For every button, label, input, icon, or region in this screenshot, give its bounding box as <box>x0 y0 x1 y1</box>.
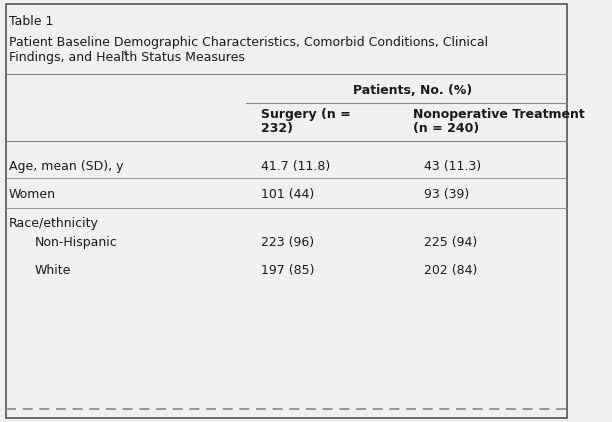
Text: 232): 232) <box>261 122 293 135</box>
Text: 101 (44): 101 (44) <box>261 188 314 201</box>
Text: Race/ethnicity: Race/ethnicity <box>9 217 99 230</box>
Text: 43 (11.3): 43 (11.3) <box>424 160 481 173</box>
Text: White: White <box>34 264 71 277</box>
Text: 93 (39): 93 (39) <box>424 188 469 201</box>
Text: Patients, No. (%): Patients, No. (%) <box>353 84 472 97</box>
Text: 223 (96): 223 (96) <box>261 236 314 249</box>
Text: (n = 240): (n = 240) <box>412 122 479 135</box>
Text: Nonoperative Treatment: Nonoperative Treatment <box>412 108 584 121</box>
Text: Patient Baseline Demographic Characteristics, Comorbid Conditions, Clinical: Patient Baseline Demographic Characteris… <box>9 36 488 49</box>
Text: 41.7 (11.8): 41.7 (11.8) <box>261 160 330 173</box>
Text: 225 (94): 225 (94) <box>424 236 477 249</box>
Text: 202 (84): 202 (84) <box>424 264 477 277</box>
Text: Table 1: Table 1 <box>9 15 53 28</box>
Text: Surgery (n =: Surgery (n = <box>261 108 351 121</box>
Text: *: * <box>123 50 128 60</box>
Text: Women: Women <box>9 188 56 201</box>
Text: 197 (85): 197 (85) <box>261 264 314 277</box>
Text: Age, mean (SD), y: Age, mean (SD), y <box>9 160 123 173</box>
Text: Findings, and Health Status Measures: Findings, and Health Status Measures <box>9 51 244 65</box>
Text: Non-Hispanic: Non-Hispanic <box>34 236 117 249</box>
